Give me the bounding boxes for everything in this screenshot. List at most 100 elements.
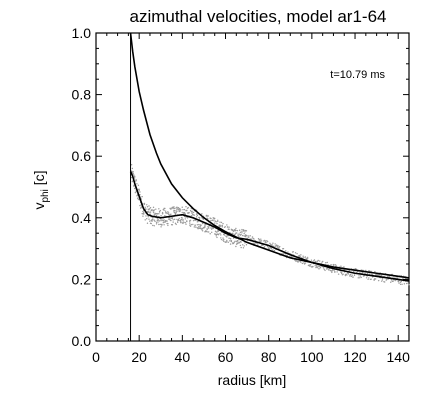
scatter-point (149, 208, 151, 210)
scatter-point (340, 265, 342, 267)
scatter-point (217, 233, 220, 236)
scatter-point (217, 230, 220, 232)
scatter-point (235, 229, 237, 232)
scatter-point (240, 246, 242, 249)
scatter-point (226, 240, 228, 243)
scatter-point (206, 228, 208, 230)
scatter-point (146, 204, 148, 206)
scatter-point (223, 238, 225, 241)
scatter-point (185, 205, 187, 208)
scatter-point (157, 221, 159, 223)
x-axis-label: radius [km] (218, 372, 286, 388)
scatter-point (201, 213, 203, 215)
scatter-point (178, 209, 180, 211)
scatter-point (220, 238, 223, 241)
scatter-point (170, 213, 172, 215)
scatter-point (323, 268, 325, 270)
scatter-point (139, 204, 141, 207)
scatter-point (387, 275, 389, 278)
scatter-point (248, 235, 250, 237)
scatter-point (331, 269, 334, 271)
scatter-point (206, 231, 208, 233)
scatter-point (226, 224, 228, 226)
scatter-point (163, 209, 165, 211)
scatter-point (182, 219, 184, 222)
chart-title: azimuthal velocities, model ar1-64 (129, 7, 386, 26)
x-tick-label: 140 (387, 349, 411, 365)
scatter-point (198, 225, 200, 228)
scatter-point (186, 209, 188, 212)
scatter-point (133, 177, 136, 179)
scatter-point (303, 256, 305, 259)
scatter-point (207, 231, 210, 233)
scatter-point (279, 245, 281, 248)
scatter-point (155, 221, 158, 224)
scatter-point (210, 227, 212, 229)
scatter-point (151, 220, 153, 222)
scatter-point (312, 265, 314, 268)
scatter-point (240, 241, 242, 243)
scatter-point (142, 215, 144, 217)
scatter-point (161, 223, 163, 226)
scatter-point (211, 219, 214, 221)
scatter-point (138, 188, 140, 191)
scatter-point (238, 242, 241, 244)
scatter-point (162, 221, 165, 224)
scatter-point (336, 271, 338, 273)
scatter-point (189, 220, 191, 222)
scatter-point (378, 274, 381, 276)
scatter-point (301, 262, 304, 265)
scatter-point (377, 279, 380, 282)
scatter-point (238, 235, 240, 238)
scatter-point (185, 223, 187, 225)
scatter-point (213, 220, 215, 222)
scatter-point (399, 283, 402, 286)
scatter-point (200, 224, 202, 226)
scatter-point (146, 206, 149, 208)
scatter-point (153, 219, 155, 221)
y-axis-label-main: v (31, 203, 47, 210)
scatter-point (401, 283, 403, 285)
scatter-point (241, 244, 244, 246)
scatter-point (342, 273, 344, 275)
scatter-point (181, 211, 183, 214)
scatter-point (131, 167, 134, 170)
scatter-point (313, 259, 316, 261)
scatter-point (176, 210, 178, 212)
scatter-point (158, 213, 160, 215)
scatter-point (158, 223, 160, 226)
scatter-point (229, 238, 232, 240)
scatter-point (243, 245, 245, 247)
scatter-point (237, 233, 239, 235)
scatter-point (211, 228, 213, 230)
scatter-point (239, 231, 242, 234)
scatter-point (171, 224, 174, 226)
scatter-point (331, 270, 333, 272)
scatter-point (143, 213, 145, 215)
scatter-point (154, 220, 156, 223)
scatter-point (276, 246, 279, 248)
scatter-point (398, 282, 400, 284)
scatter-point (149, 211, 152, 213)
scatter-point (209, 233, 211, 235)
scatter-point (335, 265, 338, 267)
scatter-point (351, 274, 353, 276)
scatter-point (269, 242, 271, 245)
scatter-point (327, 268, 329, 270)
scatter-point (159, 223, 162, 226)
scatter-point (405, 282, 408, 285)
scatter-point (220, 234, 222, 236)
scatter-point (201, 230, 204, 232)
scatter-point (155, 215, 158, 217)
scatter-point (220, 237, 222, 239)
plot-area: t=10.79 ms (95, 32, 410, 342)
scatter-point (197, 220, 199, 223)
scatter-point (239, 244, 242, 247)
scatter-point (235, 232, 238, 234)
scatter-point (326, 261, 328, 264)
scatter-point (135, 180, 137, 182)
scatter-point (181, 206, 183, 208)
scatter-point (152, 206, 155, 209)
scatter-point (215, 235, 217, 237)
scatter-point (282, 253, 285, 255)
